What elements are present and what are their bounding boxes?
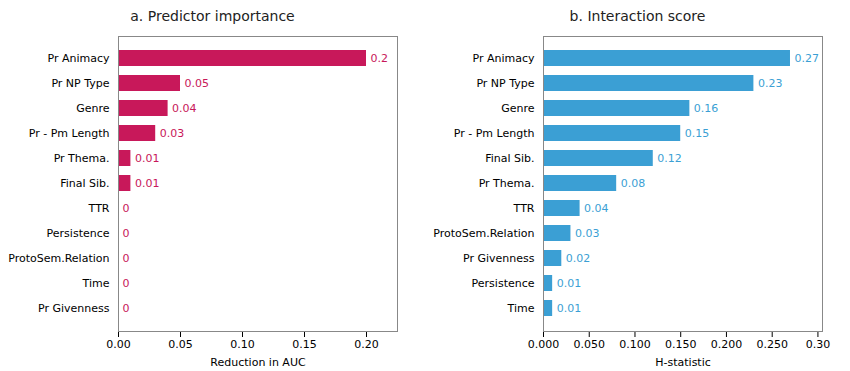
- svg-text:0.05: 0.05: [185, 77, 210, 90]
- svg-text:0.2: 0.2: [371, 52, 389, 65]
- svg-text:Time: Time: [507, 302, 535, 315]
- svg-text:0.15: 0.15: [685, 127, 710, 140]
- svg-text:Pr Thema.: Pr Thema.: [479, 177, 535, 190]
- svg-text:Final Sib.: Final Sib.: [60, 177, 109, 190]
- svg-text:Pr - Pm Length: Pr - Pm Length: [29, 127, 110, 140]
- svg-text:0.30: 0.30: [806, 338, 831, 351]
- svg-text:0: 0: [123, 202, 130, 215]
- svg-text:0.01: 0.01: [557, 277, 582, 290]
- svg-text:0: 0: [123, 277, 130, 290]
- svg-text:0.100: 0.100: [619, 338, 651, 351]
- svg-text:0.03: 0.03: [575, 227, 600, 240]
- svg-text:0.05: 0.05: [168, 338, 193, 351]
- svg-text:Final Sib.: Final Sib.: [485, 152, 534, 165]
- svg-text:Genre: Genre: [501, 102, 535, 115]
- svg-text:0: 0: [123, 252, 130, 265]
- svg-text:Pr Givenness: Pr Givenness: [38, 302, 110, 315]
- svg-text:Genre: Genre: [76, 102, 110, 115]
- svg-text:Pr NP Type: Pr NP Type: [51, 77, 109, 90]
- svg-text:0.15: 0.15: [292, 338, 317, 351]
- svg-text:Pr Givenness: Pr Givenness: [463, 252, 535, 265]
- svg-text:Persistence: Persistence: [472, 277, 535, 290]
- svg-text:0.200: 0.200: [711, 338, 743, 351]
- svg-text:ProtoSem.Relation: ProtoSem.Relation: [433, 227, 534, 240]
- svg-text:0.08: 0.08: [621, 177, 646, 190]
- svg-text:TTR: TTR: [513, 202, 535, 215]
- svg-text:0.01: 0.01: [135, 177, 160, 190]
- svg-text:H-statistic: H-statistic: [655, 356, 711, 369]
- svg-text:0.23: 0.23: [758, 77, 783, 90]
- html-text:b. Interaction score: b. Interaction score: [569, 8, 706, 24]
- svg-text:0.20: 0.20: [354, 338, 379, 351]
- svg-text:0.12: 0.12: [657, 152, 682, 165]
- svg-text:Pr Animacy: Pr Animacy: [47, 52, 110, 65]
- svg-text:TTR: TTR: [88, 202, 110, 215]
- svg-text:Persistence: Persistence: [47, 227, 110, 240]
- svg-text:0.27: 0.27: [794, 52, 819, 65]
- svg-text:0.04: 0.04: [172, 102, 197, 115]
- svg-text:Pr - Pm Length: Pr - Pm Length: [454, 127, 535, 140]
- svg-text:0: 0: [123, 227, 130, 240]
- html-text:a. Predictor importance: a. Predictor importance: [130, 8, 295, 24]
- svg-text:0.01: 0.01: [135, 152, 160, 165]
- svg-text:0.04: 0.04: [584, 202, 609, 215]
- svg-text:Pr Animacy: Pr Animacy: [472, 52, 535, 65]
- svg-text:0.01: 0.01: [557, 302, 582, 315]
- svg-text:Pr NP Type: Pr NP Type: [476, 77, 534, 90]
- svg-text:0.10: 0.10: [230, 338, 255, 351]
- svg-text:Pr Thema.: Pr Thema.: [54, 152, 110, 165]
- svg-text:0.03: 0.03: [160, 127, 185, 140]
- svg-text:0.050: 0.050: [573, 338, 605, 351]
- svg-text:0.000: 0.000: [528, 338, 560, 351]
- svg-text:0.02: 0.02: [566, 252, 591, 265]
- svg-text:0: 0: [123, 302, 130, 315]
- svg-text:0.150: 0.150: [665, 338, 697, 351]
- svg-text:ProtoSem.Relation: ProtoSem.Relation: [8, 252, 109, 265]
- svg-text:0.16: 0.16: [694, 102, 719, 115]
- svg-text:Time: Time: [82, 277, 110, 290]
- svg-text:0.00: 0.00: [106, 338, 131, 351]
- svg-text:0.250: 0.250: [756, 338, 788, 351]
- svg-text:Reduction in AUC: Reduction in AUC: [210, 356, 306, 369]
